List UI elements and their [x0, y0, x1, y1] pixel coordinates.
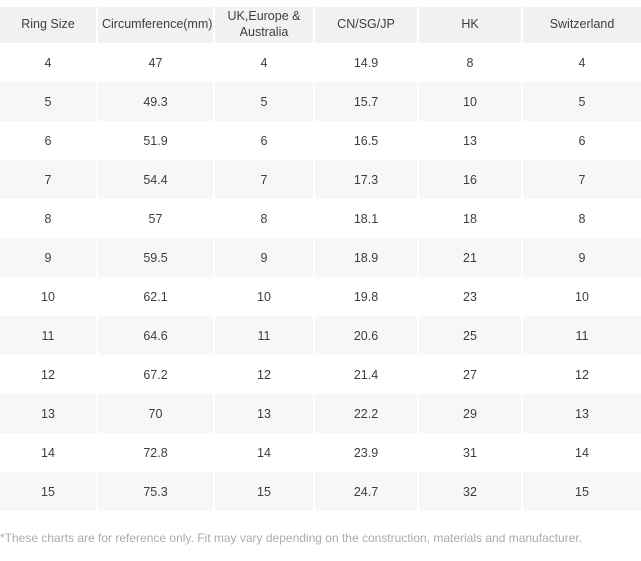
table-cell: 10 — [0, 277, 96, 316]
table-cell: 62.1 — [96, 277, 213, 316]
column-header: Ring Size — [0, 7, 96, 43]
table-cell: 59.5 — [96, 238, 213, 277]
table-cell: 13 — [417, 121, 521, 160]
table-cell: 11 — [521, 316, 641, 355]
table-body: 4 47 4 14.9 8 4 5 49.3 5 15.7 10 5 6 51.9 6 16.5 13 6 7 54.… — [0, 43, 641, 511]
table-cell: 14.9 — [313, 43, 417, 82]
table-cell: 70 — [96, 394, 213, 433]
table-cell: 16.5 — [313, 121, 417, 160]
table-row: 4 47 4 14.9 8 4 — [0, 43, 641, 82]
table-cell: 21.4 — [313, 355, 417, 394]
table-cell: 8 — [0, 199, 96, 238]
table-cell: 49.3 — [96, 82, 213, 121]
disclaimer-note: *These charts are for reference only. Fi… — [0, 531, 583, 545]
ring-size-table: Ring Size Circumference(mm) UK,Europe & Au… — [0, 7, 641, 511]
table-cell: 64.6 — [96, 316, 213, 355]
column-header: HK — [417, 7, 521, 43]
table-row: 15 75.3 15 24.7 32 15 — [0, 472, 641, 511]
table-row: 13 70 13 22.2 29 13 — [0, 394, 641, 433]
table-cell: 47 — [96, 43, 213, 82]
table-cell: 6 — [0, 121, 96, 160]
column-header: Circumference(mm) — [96, 7, 213, 43]
table-cell: 6 — [521, 121, 641, 160]
table-cell: 16 — [417, 160, 521, 199]
table-cell: 15 — [213, 472, 313, 511]
table-cell: 10 — [213, 277, 313, 316]
table-cell: 19.8 — [313, 277, 417, 316]
table-cell: 14 — [521, 433, 641, 472]
table-cell: 12 — [213, 355, 313, 394]
table-cell: 8 — [521, 199, 641, 238]
table-header-row: Ring Size Circumference(mm) UK,Europe & Au… — [0, 7, 641, 43]
table-cell: 9 — [0, 238, 96, 277]
table-cell: 24.7 — [313, 472, 417, 511]
table-cell: 7 — [0, 160, 96, 199]
column-header: CN/SG/JP — [313, 7, 417, 43]
table-cell: 10 — [417, 82, 521, 121]
table-cell: 72.8 — [96, 433, 213, 472]
table-cell: 17.3 — [313, 160, 417, 199]
table-cell: 15 — [521, 472, 641, 511]
table-row: 9 59.5 9 18.9 21 9 — [0, 238, 641, 277]
table-cell: 51.9 — [96, 121, 213, 160]
table-cell: 54.4 — [96, 160, 213, 199]
table-cell: 27 — [417, 355, 521, 394]
table-cell: 7 — [213, 160, 313, 199]
table-cell: 8 — [417, 43, 521, 82]
table-row: 10 62.1 10 19.8 23 10 — [0, 277, 641, 316]
table-row: 6 51.9 6 16.5 13 6 — [0, 121, 641, 160]
table-cell: 9 — [213, 238, 313, 277]
table-cell: 12 — [521, 355, 641, 394]
column-header: Switzerland — [521, 7, 641, 43]
table-cell: 18.9 — [313, 238, 417, 277]
table-row: 7 54.4 7 17.3 16 7 — [0, 160, 641, 199]
table-cell: 22.2 — [313, 394, 417, 433]
table-cell: 18 — [417, 199, 521, 238]
table-cell: 23 — [417, 277, 521, 316]
table-row: 8 57 8 18.1 18 8 — [0, 199, 641, 238]
table-cell: 12 — [0, 355, 96, 394]
table-row: 14 72.8 14 23.9 31 14 — [0, 433, 641, 472]
table-cell: 13 — [521, 394, 641, 433]
table-cell: 23.9 — [313, 433, 417, 472]
table-cell: 9 — [521, 238, 641, 277]
table-cell: 57 — [96, 199, 213, 238]
column-header: UK,Europe & Australia — [213, 7, 313, 43]
table-row: 12 67.2 12 21.4 27 12 — [0, 355, 641, 394]
table-cell: 4 — [0, 43, 96, 82]
table-cell: 4 — [213, 43, 313, 82]
table-cell: 5 — [213, 82, 313, 121]
table-cell: 21 — [417, 238, 521, 277]
table-row: 5 49.3 5 15.7 10 5 — [0, 82, 641, 121]
table-cell: 14 — [213, 433, 313, 472]
table-cell: 32 — [417, 472, 521, 511]
table-cell: 4 — [521, 43, 641, 82]
table-cell: 18.1 — [313, 199, 417, 238]
ring-size-chart-panel: Ring Size Circumference(mm) UK,Europe & Au… — [0, 7, 641, 545]
table-cell: 31 — [417, 433, 521, 472]
table-cell: 11 — [0, 316, 96, 355]
table-cell: 15 — [0, 472, 96, 511]
table-cell: 13 — [0, 394, 96, 433]
table-cell: 67.2 — [96, 355, 213, 394]
table-cell: 13 — [213, 394, 313, 433]
table-cell: 15.7 — [313, 82, 417, 121]
table-cell: 7 — [521, 160, 641, 199]
table-cell: 6 — [213, 121, 313, 160]
table-cell: 25 — [417, 316, 521, 355]
table-cell: 5 — [521, 82, 641, 121]
table-cell: 11 — [213, 316, 313, 355]
table-cell: 10 — [521, 277, 641, 316]
table-cell: 14 — [0, 433, 96, 472]
table-row: 11 64.6 11 20.6 25 11 — [0, 316, 641, 355]
table-cell: 75.3 — [96, 472, 213, 511]
table-cell: 8 — [213, 199, 313, 238]
table-cell: 20.6 — [313, 316, 417, 355]
table-cell: 5 — [0, 82, 96, 121]
table-cell: 29 — [417, 394, 521, 433]
